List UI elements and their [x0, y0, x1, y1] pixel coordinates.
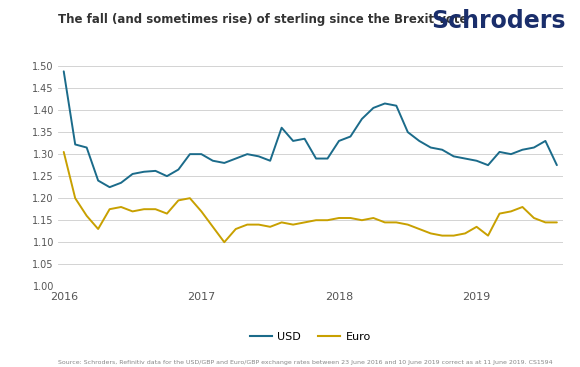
- Legend: USD, Euro: USD, Euro: [245, 328, 375, 347]
- Text: Schroders: Schroders: [431, 9, 566, 33]
- Text: Source: Schroders, Refinitiv data for the USD/GBP and Euro/GBP exchange rates be: Source: Schroders, Refinitiv data for th…: [58, 360, 553, 365]
- Text: The fall (and sometimes rise) of sterling since the Brexit vote: The fall (and sometimes rise) of sterlin…: [58, 13, 467, 26]
